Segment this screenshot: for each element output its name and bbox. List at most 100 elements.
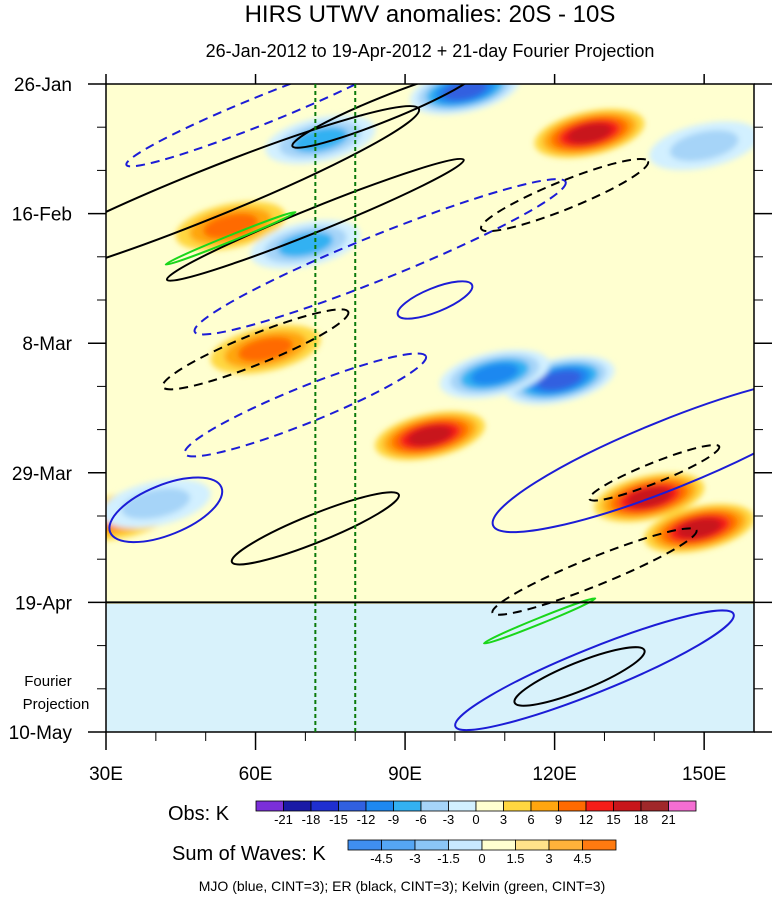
obsbar-tick-label-11: 12	[579, 812, 593, 827]
mjo-contour-3	[396, 280, 474, 320]
obsbar-swatch-0	[255, 800, 284, 812]
obsbar-swatch-1	[283, 800, 312, 812]
er-contour-8	[165, 157, 465, 282]
wavesbar-swatch-0	[347, 839, 382, 851]
obsbar-swatch-8	[475, 800, 504, 812]
chart-subtitle: 26-Jan-2012 to 19-Apr-2012 + 21-day Four…	[206, 41, 655, 61]
anomaly-blob-10-level-3	[470, 363, 519, 386]
x-tick-label-2: 90E	[388, 764, 422, 785]
wavesbar-swatch-7	[582, 839, 617, 851]
anomaly-blob-11-level-2	[277, 231, 333, 257]
er-contour-11	[513, 646, 646, 707]
wavesbar-tick-label-6: 4.5	[573, 851, 591, 866]
projection-region-fill	[106, 604, 754, 732]
plot-area	[106, 84, 754, 732]
anomaly-blob-9-level-4	[537, 370, 582, 391]
anomaly-blob-1-level-2	[203, 213, 259, 239]
y-tick-label-4: 19-Apr	[15, 593, 73, 614]
obsbar-tick-label-14: 21	[661, 812, 675, 827]
mjo-contour-0	[125, 84, 406, 168]
obsbar-tick-label-12: 15	[606, 812, 620, 827]
obsbar-tick-label-2: -15	[329, 812, 348, 827]
obsbar-tick-label-5: -6	[415, 812, 427, 827]
obsbar-tick-label-7: 0	[472, 812, 479, 827]
obsbar-swatch-2	[310, 800, 339, 812]
mjo-contour-2	[183, 352, 428, 458]
y-axis: 26-Jan 16-Feb 8-Mar 29-Mar 19-Apr 10-May	[9, 75, 772, 744]
er-contour-10	[230, 491, 400, 566]
wavesbar-swatch-2	[414, 839, 449, 851]
waves-colorbar: -4.5 -3 -1.5 0 1.5 3 4.5	[347, 839, 617, 866]
obsbar-swatch-5	[393, 800, 422, 812]
obsbar-tick-label-10: 9	[555, 812, 562, 827]
y-tick-label-0: 26-Jan	[14, 75, 72, 96]
obsbar-tick-label-9: 6	[527, 812, 534, 827]
er-contour-13	[491, 527, 698, 616]
obsbar-swatch-9	[503, 800, 532, 812]
wavesbar-tick-label-2: -1.5	[437, 851, 459, 866]
wavesbar-tick-label-1: -3	[409, 851, 421, 866]
obsbar-tick-label-8: 3	[500, 812, 507, 827]
obsbar-swatch-4	[365, 800, 394, 812]
x-tick-label-3: 120E	[532, 764, 576, 785]
obsbar-swatch-7	[448, 800, 477, 812]
obsbar-swatch-12	[585, 800, 614, 812]
obsbar-tick-label-3: -12	[357, 812, 376, 827]
wavesbar-swatch-1	[381, 839, 416, 851]
obsbar-swatch-15	[668, 800, 697, 812]
kelvin-contour-17	[483, 597, 597, 645]
obsbar-swatch-10	[530, 800, 559, 812]
chart-title: HIRS UTWV anomalies: 20S - 10S	[245, 1, 616, 28]
x-tick-label-1: 60E	[239, 764, 273, 785]
plot-frame	[105, 83, 755, 733]
mjo-contour-4	[491, 375, 754, 534]
y-tick-label-5: 10-May	[9, 723, 73, 744]
wavesbar-swatch-5	[515, 839, 550, 851]
wavesbar-tick-label-5: 3	[545, 851, 552, 866]
anomaly-blob-5-level-4	[677, 518, 722, 539]
obsbar-swatch-6	[420, 800, 449, 812]
y-tick-label-1: 16-Feb	[12, 205, 72, 226]
mjo-contour-6	[454, 609, 735, 732]
anomaly-blob-13-level-1	[669, 130, 739, 162]
obsbar-tick-label-0: -21	[274, 812, 293, 827]
obsbar-tick-label-13: 18	[634, 812, 648, 827]
obsbar-tick-label-1: -18	[302, 812, 321, 827]
mjo-contour-5	[108, 476, 224, 544]
anomaly-blob-3-level-4	[408, 425, 452, 446]
wavesbar-swatch-6	[548, 839, 583, 851]
wavesbar-tick-label-0: -4.5	[370, 851, 392, 866]
y-tick-label-2: 8-Mar	[22, 334, 72, 355]
wave-contours	[106, 84, 754, 732]
obs-colorbar: -21 -18 -15 -12 -9 -6 -3 0 3 6 9 12 15 18 21	[255, 800, 697, 827]
wavesbar-tick-label-4: 1.5	[506, 851, 524, 866]
obsbar-swatch-11	[558, 800, 587, 812]
mjo-contour-1	[193, 178, 567, 336]
er-contour-7	[106, 105, 421, 286]
obsbar-swatch-13	[613, 800, 642, 812]
waves-colorbar-label: Sum of Waves: K	[172, 843, 326, 865]
wavesbar-swatch-4	[481, 839, 516, 851]
x-tick-label-0: 30E	[89, 764, 123, 785]
obs-colorbar-label: Obs: K	[168, 803, 230, 825]
obsbar-tick-label-4: -9	[388, 812, 400, 827]
x-axis: 30E 60E 90E 120E 150E	[89, 74, 726, 785]
er-contour-14	[161, 308, 350, 391]
er-contour-12	[588, 443, 721, 502]
obsbar-swatch-14	[640, 800, 669, 812]
reference-longitude-lines	[314, 84, 357, 732]
er-contour-9	[291, 84, 479, 149]
anomaly-blob-0-level-4	[567, 123, 612, 144]
projection-label-line1: Fourier	[24, 673, 72, 690]
wavesbar-tick-label-3: 0	[478, 851, 485, 866]
wave-legend-footer: MJO (blue, CINT=3); ER (black, CINT=3); …	[199, 878, 606, 894]
obsbar-swatch-3	[338, 800, 367, 812]
projection-label-line2: Projection	[23, 696, 90, 713]
wavesbar-swatch-3	[448, 839, 483, 851]
y-tick-label-3: 29-Mar	[12, 464, 73, 485]
obsbar-tick-label-6: -3	[443, 812, 455, 827]
x-tick-label-4: 150E	[682, 764, 726, 785]
anomaly-blob-8-level-4	[442, 84, 487, 101]
kelvin-contour-16	[164, 210, 297, 266]
